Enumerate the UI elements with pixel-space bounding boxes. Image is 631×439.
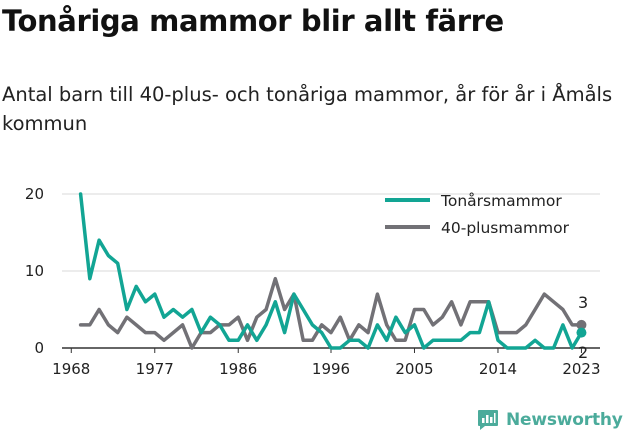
x-tick-label-2014: 2014 (479, 360, 517, 378)
chart-title: Tonåriga mammor blir allt färre (2, 4, 504, 38)
brand-name: Newsworthy (506, 410, 623, 430)
newsworthy-icon (478, 410, 498, 430)
end-point-40-plusmammor (576, 319, 587, 330)
end-point-ton-rsmammor (576, 327, 587, 338)
grid-lines (62, 193, 600, 272)
y-tick-label-0: 0 (34, 339, 44, 357)
legend-label-40-plusmammor: 40-plusmammor (441, 219, 570, 237)
chart-subtitle: Antal barn till 40-plus- och tonåriga ma… (2, 83, 613, 135)
y-tick-label-20: 20 (25, 185, 44, 203)
end-label-40-plusmammor: 3 (578, 293, 588, 312)
x-tick-label-1968: 1968 (52, 360, 90, 378)
x-tick-label-1986: 1986 (219, 360, 257, 378)
x-tick-label-1977: 1977 (136, 360, 174, 378)
series-line-40-plusmammor (78, 276, 584, 350)
x-tick-label-1996: 1996 (312, 360, 350, 378)
x-tick-label-2005: 2005 (395, 360, 433, 378)
end-label-tonarsmammor: 2 (578, 343, 588, 362)
legend-label-tonarsmammor: Tonårsmammor (440, 192, 562, 210)
series-lines (78, 192, 587, 350)
y-tick-label-10: 10 (25, 262, 44, 280)
newsworthy-logo: Newsworthy (476, 408, 623, 432)
legend: Tonårsmammor 40-plusmammor (385, 192, 570, 237)
series-line-ton-rsmammor (78, 192, 584, 350)
x-tick-label-2023: 2023 (562, 360, 600, 378)
